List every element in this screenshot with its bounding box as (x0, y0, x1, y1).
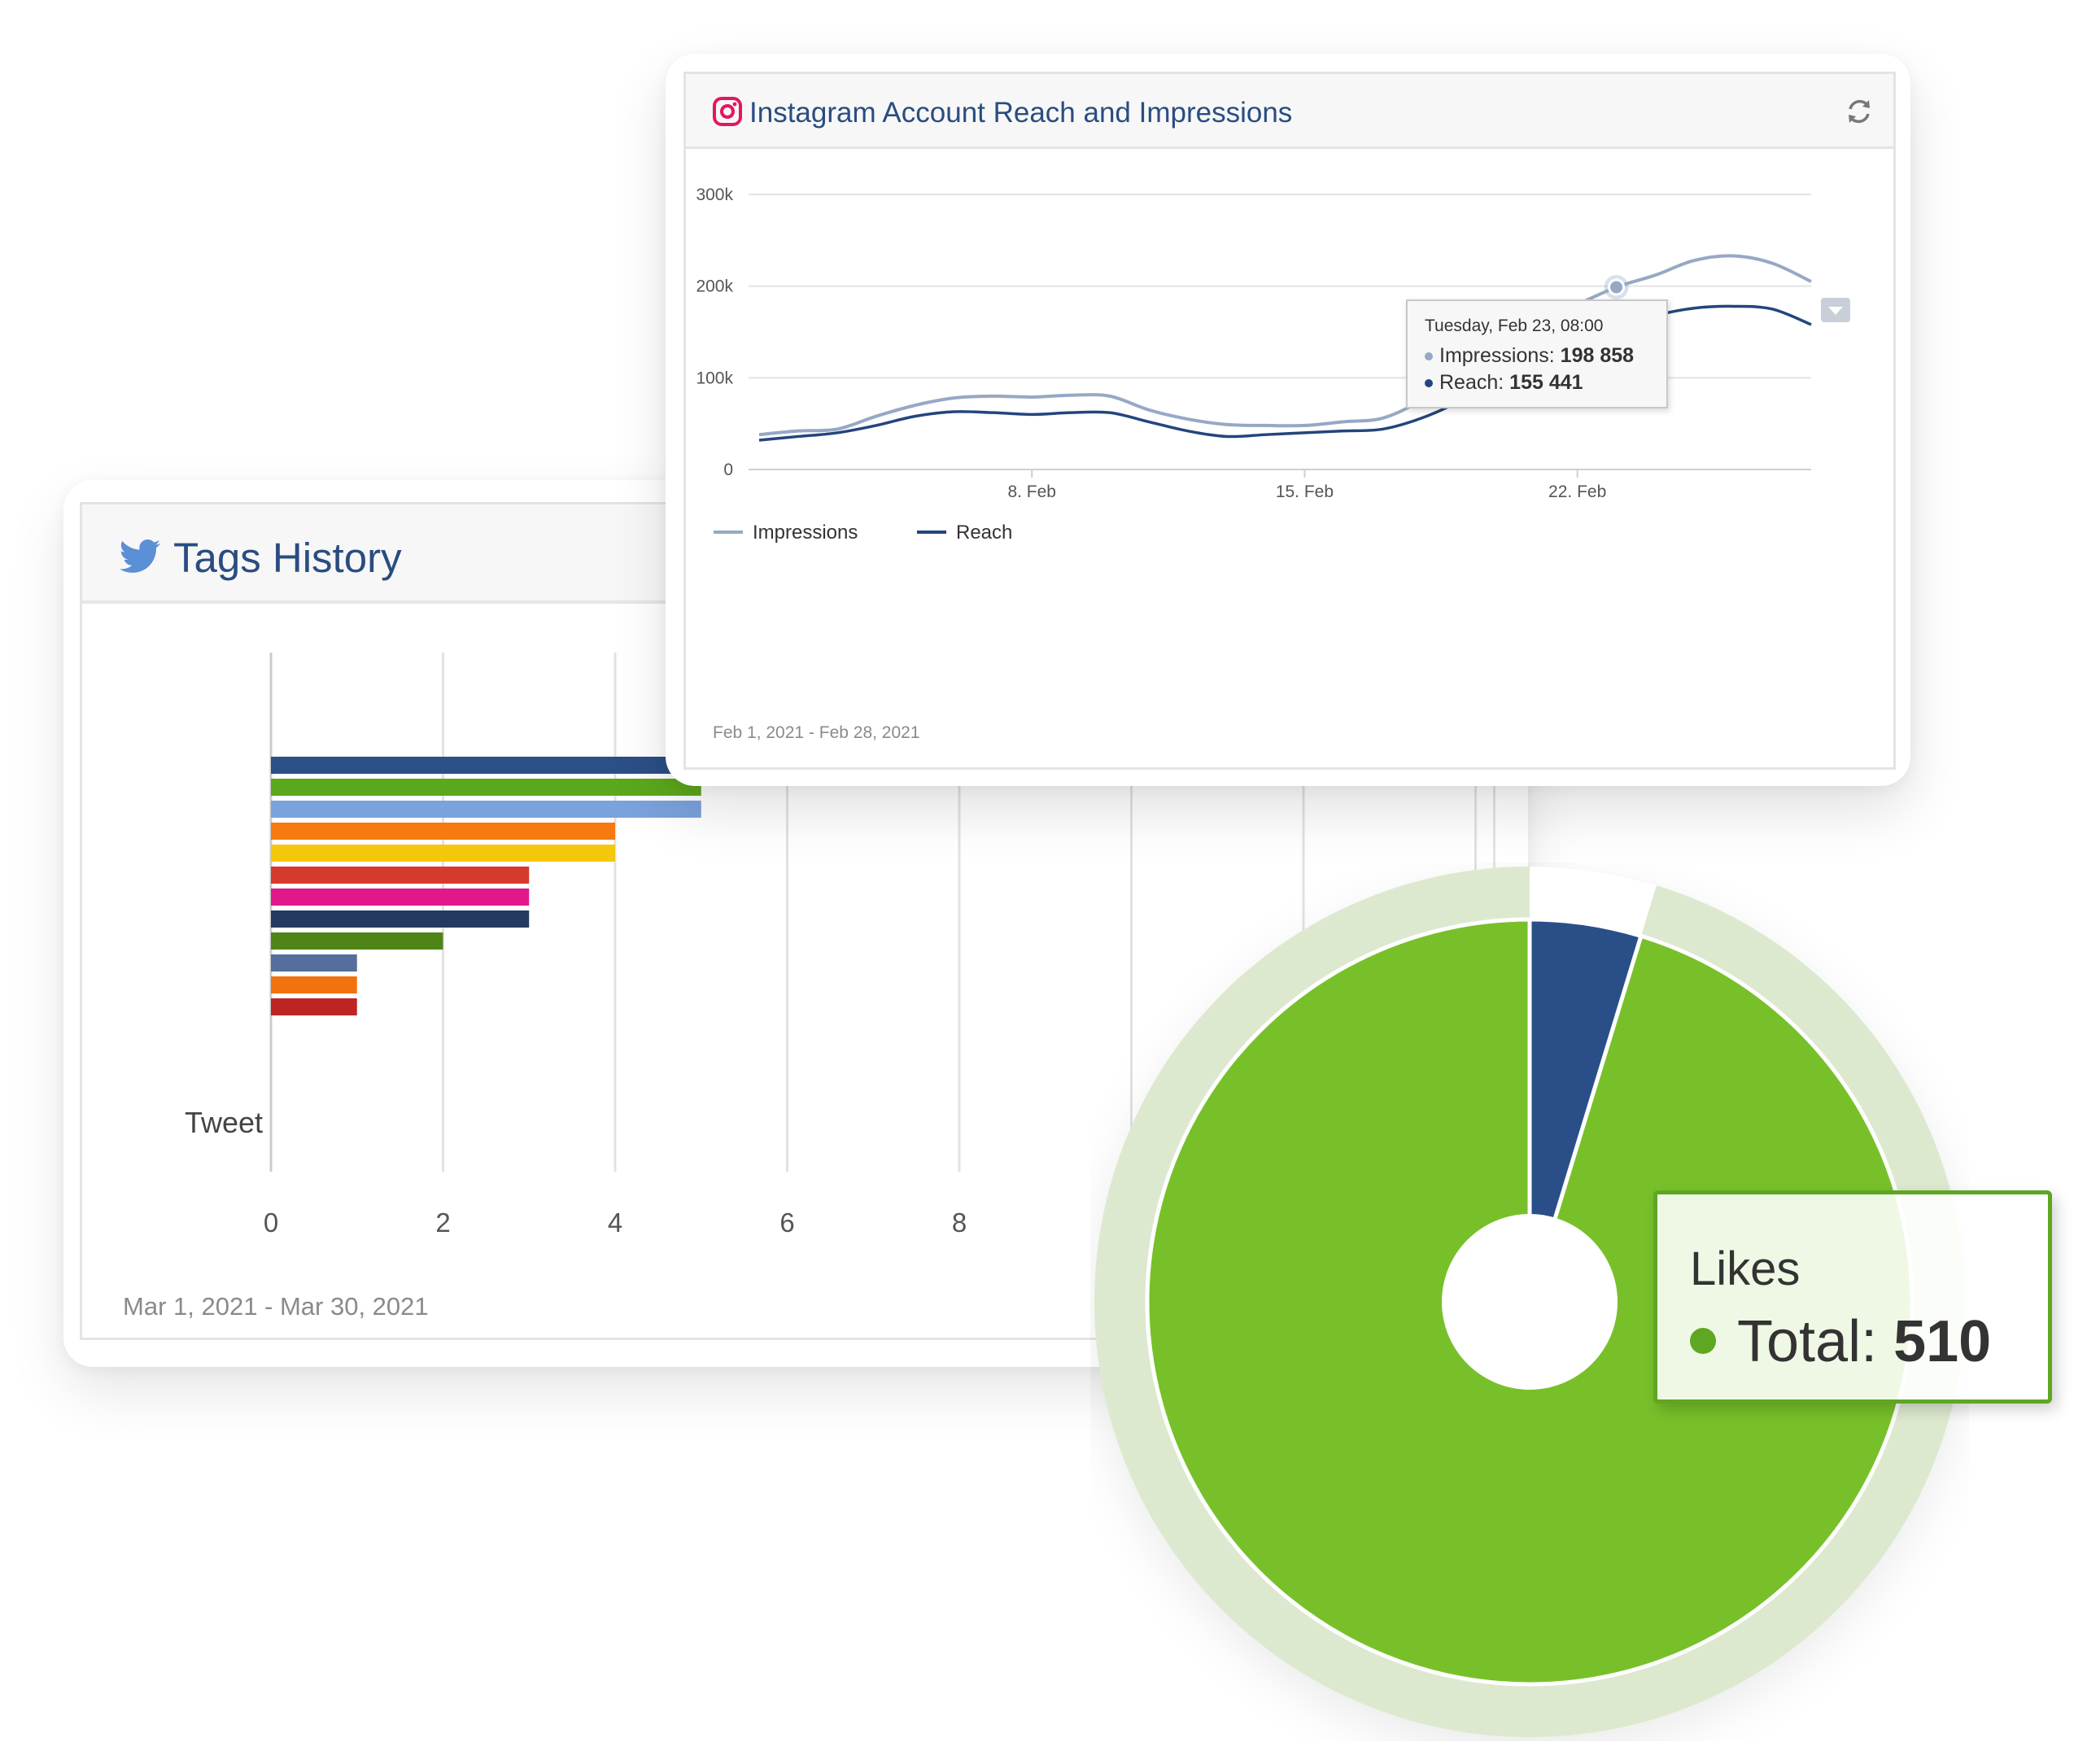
series-line-impressions (758, 254, 1812, 437)
likes-total: Total: 510 (1690, 1308, 1991, 1375)
bar[interactable] (271, 932, 443, 950)
tags-history-date-range: Mar 1, 2021 - Mar 30, 2021 (123, 1292, 429, 1321)
y-tick-label: 300k (696, 186, 733, 204)
bar[interactable] (271, 845, 615, 862)
likes-donut-chart (1094, 867, 1965, 1737)
bar[interactable] (271, 910, 530, 928)
x-tick-label: 4 (608, 1207, 622, 1238)
tooltip-reach: Reach: 155 441 (1439, 371, 1583, 394)
x-tick-label: 22. Feb (1548, 482, 1606, 501)
bar[interactable] (271, 889, 530, 906)
tags-history-x-axis: 0 2 4 6 8 (264, 1207, 967, 1238)
instagram-reach-header: Instagram Account Reach and Impressions (686, 74, 1893, 149)
instagram-reach-chart: 0 100k 200k 300k 8. Feb 15. Feb 22. Feb Impre… (696, 186, 1850, 544)
x-tick-label: 6 (779, 1207, 794, 1238)
instagram-grid (749, 194, 1811, 470)
refresh-icon[interactable] (1845, 97, 1874, 126)
instagram-date-range: Feb 1, 2021 - Feb 28, 2021 (713, 723, 920, 742)
x-tick-label: 0 (264, 1207, 278, 1238)
bar[interactable] (271, 823, 615, 840)
instagram-y-axis: 0 100k 200k 300k (696, 186, 733, 479)
legend-label-reach[interactable]: Reach (956, 522, 1012, 544)
legend-label-impressions[interactable]: Impressions (753, 522, 858, 544)
likes-total-value: 510 (1893, 1309, 1992, 1374)
y-tick-label: 100k (696, 369, 733, 387)
likes-dot-icon (1690, 1327, 1716, 1354)
category-label-tweet: Tweet (185, 1106, 263, 1139)
bar[interactable] (271, 867, 530, 884)
y-tick-label: 0 (723, 461, 733, 479)
likes-tooltip: Likes Total: 510 (1653, 1190, 2052, 1404)
twitter-bird-icon (120, 539, 161, 573)
x-tick-label: 2 (435, 1207, 450, 1238)
instagram-reach-panel: Instagram Account Reach and Impressions … (683, 72, 1896, 770)
donut-hole (1442, 1214, 1618, 1390)
tags-history-title: Tags History (173, 535, 402, 581)
likes-total-label: Total: (1737, 1309, 1894, 1374)
instagram-tooltip: Tuesday, Feb 23, 08:00 Impressions: 198 … (1406, 299, 1668, 408)
instagram-x-axis: 8. Feb 15. Feb 22. Feb (1007, 469, 1606, 501)
tooltip-impressions: Impressions: 198 858 (1439, 344, 1634, 367)
bar[interactable] (271, 954, 357, 972)
hover-point-impressions (1608, 278, 1626, 296)
instagram-reach-title: Instagram Account Reach and Impressions (749, 97, 1293, 129)
instagram-reach-card: Instagram Account Reach and Impressions … (666, 54, 1910, 786)
tooltip-header: Tuesday, Feb 23, 08:00 (1425, 317, 1603, 335)
x-tick-label: 8 (952, 1207, 967, 1238)
instagram-icon (713, 97, 742, 126)
bar[interactable] (271, 801, 701, 818)
x-tick-label: 15. Feb (1276, 482, 1334, 501)
export-menu-icon[interactable] (1821, 298, 1850, 322)
instagram-legend: Impressions Reach (714, 522, 1012, 544)
bar[interactable] (271, 779, 701, 796)
likes-title: Likes (1690, 1242, 1801, 1295)
x-tick-label: 8. Feb (1007, 482, 1056, 501)
y-tick-label: 200k (696, 277, 733, 296)
bar[interactable] (271, 998, 357, 1015)
bar[interactable] (271, 976, 357, 993)
